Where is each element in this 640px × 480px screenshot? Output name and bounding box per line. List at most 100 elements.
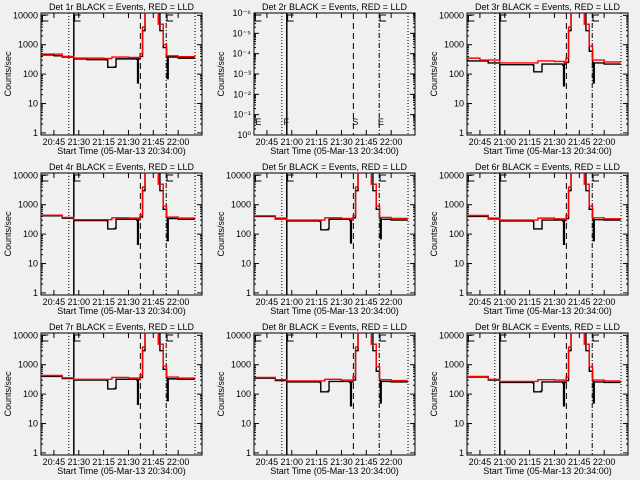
x-tick-label: 21:00 [280, 457, 303, 467]
bracket-mark [500, 14, 507, 22]
x-tick-label: 21:30 [117, 137, 140, 147]
y-tick-label: 1000 [18, 360, 38, 370]
plot-frame [40, 332, 203, 456]
x-axis-label: Start Time (05-Mar-13 20:34:00) [57, 466, 186, 476]
x-tick-label: 21:15 [92, 137, 115, 147]
panel-4: Det 4r BLACK = Events, RED = LLD 1 10 100 10… [3, 162, 203, 316]
bracket-mark [74, 14, 81, 22]
y-tick-label: 10⁰ [237, 130, 251, 140]
y-tick-label: 10 [28, 99, 38, 109]
plot-frame [253, 12, 416, 136]
x-tick-label: 21:15 [305, 297, 328, 307]
x-tick-label: 21:00 [493, 137, 516, 147]
y-tick-label: 10000 [439, 170, 464, 180]
x-tick-label: 21:45 [355, 137, 378, 147]
y-tick-label: 1000 [444, 200, 464, 210]
x-tick-label: 21:30 [330, 297, 353, 307]
bracket-mark [592, 14, 600, 22]
x-tick-label: 21:15 [92, 457, 115, 467]
x-tick-label: 21:45 [568, 457, 591, 467]
y-tick-label: 1000 [231, 360, 251, 370]
y-axis-label: Counts/sec [429, 211, 439, 257]
y-tick-label: 10 [241, 419, 251, 429]
marker-label-S: S [352, 117, 358, 127]
x-tick-label: 22:00 [380, 457, 403, 467]
y-tick-label: 1 [33, 128, 38, 138]
x-tick-label: 21:30 [543, 137, 566, 147]
y-tick-label: 10⁻² [233, 89, 251, 99]
bracket-mark [500, 174, 507, 182]
y-tick-label: 10 [454, 259, 464, 269]
x-tick-label: 22:00 [593, 457, 616, 467]
panel-title: Det 1r BLACK = Events, RED = LLD [49, 2, 195, 12]
bracket-mark [166, 174, 174, 182]
bracket-mark [41, 14, 49, 22]
x-axis-label: Start Time (05-Mar-13 20:34:00) [270, 146, 399, 156]
y-tick-label: 10 [28, 419, 38, 429]
marker-label-F: F [283, 117, 289, 127]
x-tick-label: 22:00 [380, 297, 403, 307]
x-tick-label: 20:45 [256, 297, 279, 307]
x-tick-label: 21:45 [568, 137, 591, 147]
y-tick-label: 10000 [439, 10, 464, 20]
events-series-line [467, 13, 621, 87]
x-tick-label: 21:15 [305, 137, 328, 147]
x-tick-label: 21:30 [67, 137, 90, 147]
y-tick-label: 10000 [226, 170, 251, 180]
panel-title: Det 6r BLACK = Events, RED = LLD [475, 162, 621, 172]
y-tick-label: 10⁻¹ [233, 110, 251, 120]
y-tick-label: 10 [241, 259, 251, 269]
lld-series-line [254, 173, 409, 221]
plot-frame [253, 332, 416, 456]
y-tick-label: 100 [23, 69, 38, 79]
x-tick-label: 22:00 [593, 297, 616, 307]
x-tick-label: 21:15 [518, 297, 541, 307]
x-tick-label: 20:45 [256, 457, 279, 467]
y-axis-label: Counts/sec [216, 211, 226, 257]
y-axis-label: Counts/sec [429, 51, 439, 97]
bracket-mark [592, 174, 600, 182]
y-tick-label: 10 [454, 419, 464, 429]
lld-series-line [467, 333, 621, 383]
bracket-mark [41, 174, 49, 182]
y-tick-label: 1 [459, 448, 464, 458]
x-tick-label: 22:00 [167, 137, 190, 147]
x-axis-label: Start Time (05-Mar-13 20:34:00) [483, 306, 612, 316]
x-axis-label: Start Time (05-Mar-13 20:34:00) [483, 466, 612, 476]
x-tick-label: 21:00 [493, 297, 516, 307]
y-tick-label: 100 [236, 229, 251, 239]
x-tick-label: 20:45 [469, 137, 492, 147]
x-tick-label: 21:00 [280, 137, 303, 147]
y-tick-label: 100 [449, 229, 464, 239]
x-tick-label: 21:30 [117, 297, 140, 307]
x-tick-label: 20:45 [469, 457, 492, 467]
lld-series-line [41, 333, 196, 380]
lld-series-line [467, 13, 622, 64]
plot-frame [253, 172, 416, 296]
bracket-mark [287, 334, 294, 342]
bracket-mark [467, 14, 475, 22]
x-tick-label: 21:15 [92, 297, 115, 307]
bracket-mark [166, 14, 174, 22]
bracket-mark [379, 14, 387, 22]
bracket-mark [287, 174, 294, 182]
y-tick-label: 100 [23, 229, 38, 239]
x-axis-label: Start Time (05-Mar-13 20:34:00) [57, 146, 186, 156]
x-tick-label: 20:45 [256, 137, 279, 147]
y-tick-label: 1000 [444, 40, 464, 50]
x-tick-label: 22:00 [380, 137, 403, 147]
events-series-line [254, 333, 408, 407]
y-tick-label: 100 [23, 389, 38, 399]
panel-1: Det 1r BLACK = Events, RED = LLD 1 10 100 10… [3, 2, 203, 156]
y-tick-label: 10 [28, 259, 38, 269]
x-tick-label: 20:45 [43, 297, 66, 307]
y-tick-label: 100 [236, 389, 251, 399]
x-tick-label: 21:30 [330, 137, 353, 147]
y-axis-label: Counts/sec [429, 371, 439, 417]
bracket-mark [379, 174, 387, 182]
y-tick-label: 1 [459, 288, 464, 298]
panel-title: Det 8r BLACK = Events, RED = LLD [262, 322, 408, 332]
x-axis-label: Start Time (05-Mar-13 20:34:00) [270, 466, 399, 476]
y-tick-label: 1 [246, 288, 251, 298]
lld-series-line [41, 13, 196, 60]
